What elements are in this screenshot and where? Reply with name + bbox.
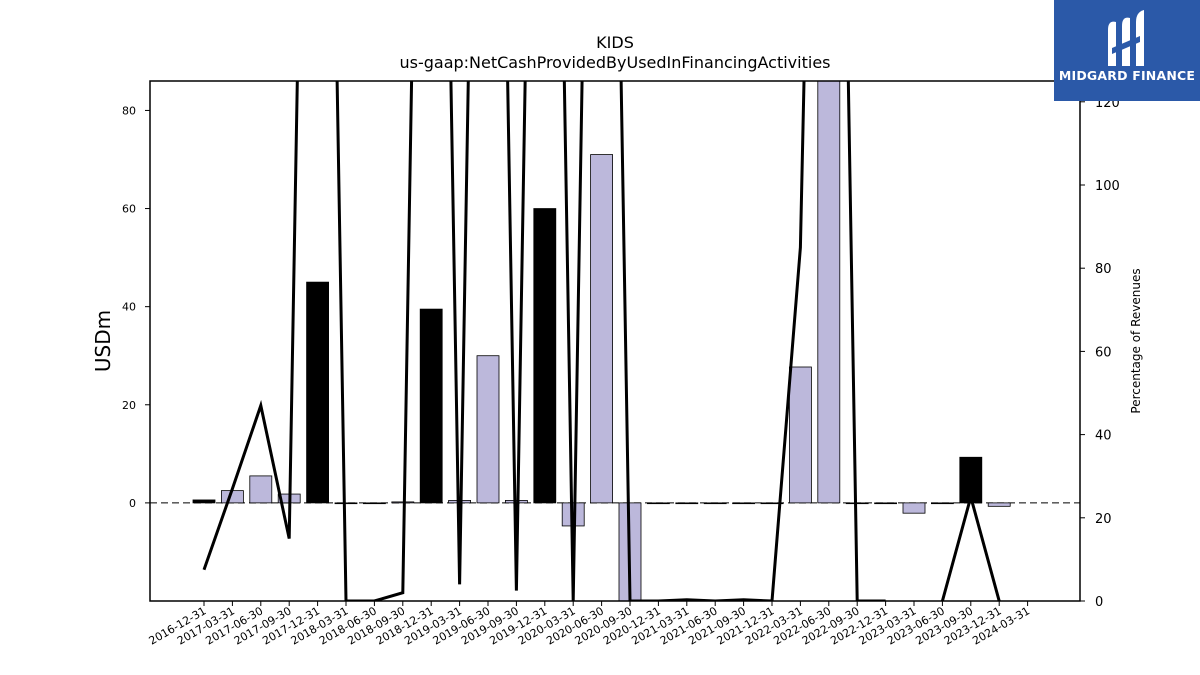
- bar-2023-09-30: [959, 456, 983, 504]
- logo: MIDGARD FINANCE: [1054, 0, 1200, 101]
- bar-2023-06-30: [931, 502, 954, 505]
- y-tick-label: 40: [122, 301, 136, 314]
- y2-tick-label: 20: [1095, 512, 1112, 527]
- bar-2022-12-31: [874, 502, 897, 505]
- bar-2020-12-31: [647, 502, 670, 505]
- logo-text: MIDGARD FINANCE: [1058, 68, 1196, 83]
- bar-2022-06-30: [817, 81, 841, 504]
- bar-2018-03-31: [334, 502, 358, 505]
- revenue-pct-line: [202, 81, 1001, 601]
- y-tick-label: 0: [129, 497, 136, 510]
- plot-frame: [149, 80, 1081, 602]
- y-tick-label: 60: [122, 203, 136, 216]
- bar-2022-03-31: [789, 366, 812, 504]
- bar-2019-06-30: [476, 355, 500, 504]
- bar-2017-06-30: [249, 475, 273, 504]
- y2-tick-label: 0: [1095, 595, 1103, 610]
- y-axis-label: USDm: [91, 310, 115, 372]
- bar-2018-09-30: [391, 501, 415, 504]
- y2-tick-label: 80: [1095, 262, 1112, 277]
- y2-tick-label: 100: [1095, 179, 1120, 194]
- plot-contents: [150, 81, 1080, 601]
- plot-area: 0204060800204060801001202016-12-312017-0…: [122, 80, 1120, 648]
- bar-2020-06-30: [590, 154, 613, 504]
- logo-mark-icon: [1108, 10, 1144, 66]
- bar-2019-09-30: [504, 500, 528, 504]
- bar-2019-12-31: [533, 208, 557, 504]
- bar-2016-12-31: [192, 499, 216, 504]
- chart-title: KIDS: [596, 33, 634, 52]
- y-tick-label: 80: [122, 104, 136, 117]
- bar-2023-03-31: [902, 502, 926, 514]
- bar-2017-12-31: [306, 281, 330, 504]
- bar-2022-09-30: [845, 502, 869, 505]
- y2-axis-label: Percentage of Revenues: [1129, 268, 1143, 413]
- bar-2018-12-31: [419, 308, 443, 504]
- bar-2021-09-30: [732, 502, 755, 505]
- y2-tick-label: 40: [1095, 429, 1112, 444]
- bar-2021-03-31: [675, 502, 699, 505]
- bar-2021-12-31: [760, 502, 784, 505]
- y2-tick-label: 60: [1095, 345, 1112, 360]
- bar-2023-12-31: [987, 502, 1011, 507]
- chart-subtitle: us-gaap:NetCashProvidedByUsedInFinancing…: [399, 53, 830, 72]
- bar-2021-06-30: [703, 502, 727, 505]
- bar-2018-06-30: [362, 502, 386, 505]
- y-tick-label: 20: [122, 399, 136, 412]
